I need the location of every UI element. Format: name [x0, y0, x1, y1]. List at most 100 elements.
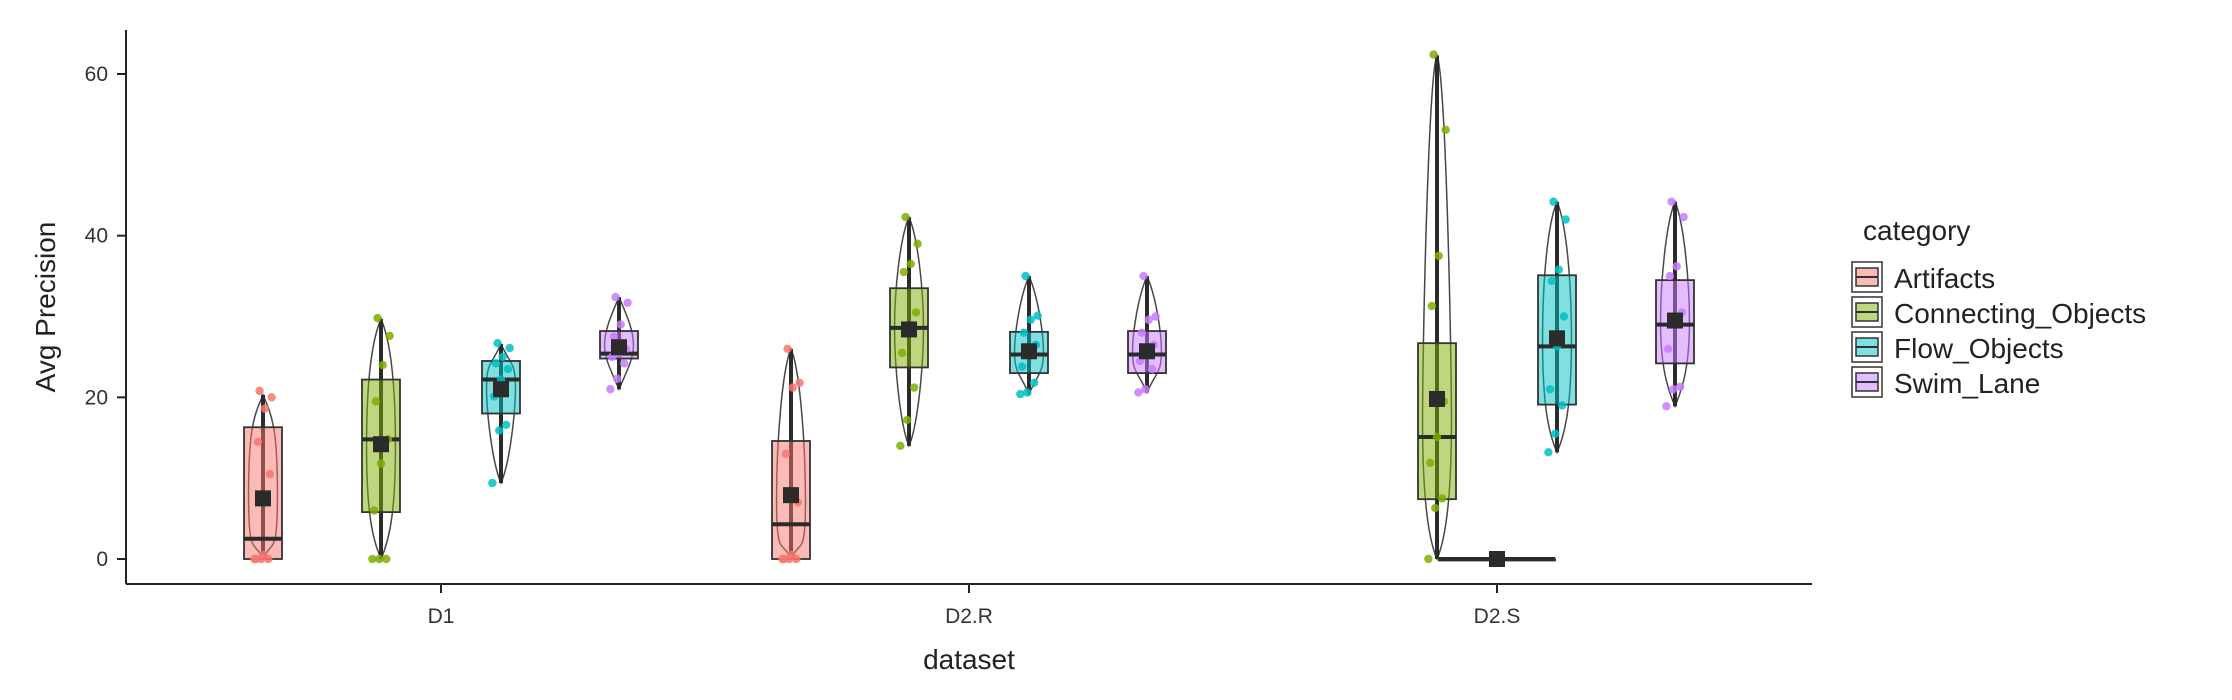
data-point — [491, 359, 501, 368]
x-tick-label: D1 — [428, 605, 455, 628]
data-point — [623, 298, 632, 307]
mean-marker — [1429, 390, 1445, 407]
data-point — [495, 426, 504, 435]
data-point — [1424, 554, 1433, 564]
y-tick-label: 40 — [85, 225, 108, 248]
data-point — [1151, 312, 1160, 321]
data-point — [1017, 362, 1027, 371]
plot-area — [243, 50, 1695, 567]
data-point — [1147, 364, 1157, 374]
data-point — [1023, 388, 1032, 397]
data-point — [901, 212, 910, 222]
data-point — [1434, 251, 1443, 261]
box-artifacts-d2-s — [1438, 551, 1556, 567]
data-point — [1137, 328, 1147, 337]
data-point — [258, 550, 268, 560]
data-point — [1557, 401, 1567, 410]
data-point — [906, 259, 915, 269]
data-point — [1134, 388, 1143, 397]
data-point — [1547, 276, 1557, 286]
data-point — [1679, 212, 1688, 222]
data-point — [385, 331, 394, 341]
mean-marker — [1021, 343, 1037, 360]
data-point — [1429, 50, 1438, 59]
data-point — [267, 393, 276, 402]
box-flow-objects-d1 — [481, 338, 521, 488]
x-axis-title: dataset — [923, 644, 1015, 675]
data-point — [381, 554, 391, 564]
data-point — [1431, 503, 1440, 513]
box-swim-lane-d2-s — [1655, 197, 1695, 411]
data-point — [498, 352, 507, 362]
y-axis-title: Avg Precision — [30, 222, 61, 393]
legend: category Artifacts Connecting_Objects Flow… — [1851, 215, 2146, 399]
data-point — [1545, 385, 1555, 394]
data-point — [1016, 389, 1025, 399]
box-connecting-objects-d2-r — [889, 212, 929, 451]
y-tick-label: 60 — [85, 63, 108, 86]
data-point — [373, 313, 382, 323]
mean-marker — [1549, 330, 1565, 347]
mean-marker — [255, 490, 271, 507]
data-point — [1544, 448, 1553, 457]
mean-marker — [1139, 343, 1155, 360]
data-point — [903, 415, 912, 425]
data-point — [619, 359, 629, 368]
data-point — [1432, 432, 1442, 442]
data-point — [1427, 301, 1437, 311]
box-connecting-objects-d1 — [361, 313, 401, 564]
axes: 0 20 40 60 D1 D2.R D2.S — [85, 30, 1812, 628]
data-point — [911, 308, 921, 317]
legend-item-connecting-objects: Connecting_Objects — [1851, 296, 2146, 329]
data-point — [783, 344, 792, 354]
data-point — [609, 332, 619, 341]
data-point — [1672, 262, 1681, 271]
data-point — [1665, 271, 1675, 281]
mean-marker — [1667, 312, 1683, 329]
data-point — [1437, 494, 1447, 503]
data-point — [616, 320, 625, 329]
data-point — [255, 386, 264, 396]
data-point — [1662, 402, 1671, 411]
data-point — [1549, 197, 1558, 206]
box-swim-lane-d1 — [599, 292, 639, 394]
data-point — [1667, 197, 1676, 206]
box-flow-objects-d2-s — [1537, 197, 1577, 457]
data-point — [613, 374, 622, 383]
data-point — [260, 404, 269, 413]
data-point — [375, 554, 384, 564]
legend-title: category — [1863, 215, 1970, 246]
box-connecting-objects-d2-s — [1417, 50, 1457, 564]
legend-item-swim-lane: Swim_Lane — [1851, 366, 2040, 399]
y-tick-label: 20 — [85, 386, 108, 409]
mean-marker — [901, 321, 917, 338]
data-point — [505, 343, 514, 353]
data-point — [251, 554, 261, 564]
data-point — [1029, 378, 1039, 387]
data-point — [378, 360, 387, 370]
data-point — [795, 378, 804, 387]
legend-label: Connecting_Objects — [1894, 298, 2146, 329]
mean-marker — [783, 487, 799, 504]
data-point — [503, 364, 513, 374]
x-tick-label: D2.S — [1474, 605, 1521, 628]
mean-marker — [611, 339, 627, 356]
data-point — [896, 441, 905, 451]
data-point — [1663, 344, 1673, 354]
data-point — [493, 338, 502, 348]
data-point — [1554, 265, 1563, 274]
data-point — [488, 478, 497, 488]
data-point — [1669, 385, 1678, 394]
data-point — [1019, 328, 1029, 337]
box-body — [1127, 330, 1167, 374]
data-point — [368, 554, 377, 564]
data-point — [909, 383, 919, 392]
box-swim-lane-d2-r — [1127, 271, 1167, 397]
data-point — [501, 420, 511, 430]
data-point — [1141, 385, 1150, 394]
mean-marker — [1489, 551, 1505, 567]
data-point — [1021, 271, 1030, 281]
data-point — [1026, 315, 1035, 324]
legend-label: Flow_Objects — [1894, 333, 2064, 364]
